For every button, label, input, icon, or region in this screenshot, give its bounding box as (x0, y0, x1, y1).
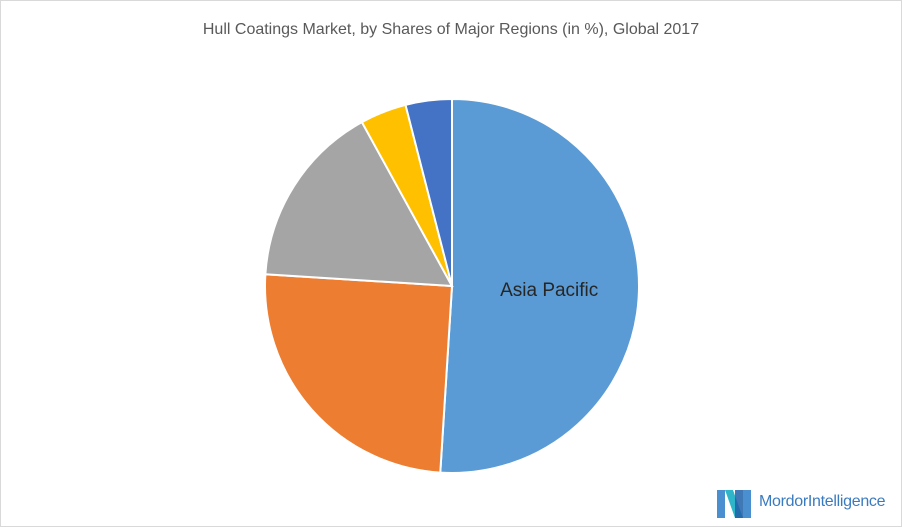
mordor-intelligence-logo: MordorIntelligence (717, 488, 897, 520)
pie-slice-0 (439, 97, 640, 474)
chart-title: Hull Coatings Market, by Shares of Major… (202, 21, 700, 38)
logo-mark-icon (717, 490, 751, 518)
pie-slice-1 (264, 273, 454, 474)
pie-slice-2 (264, 120, 454, 288)
pie-slice-4 (404, 97, 453, 287)
pie-slice-label-0: Asia Pacific (500, 280, 598, 301)
logo-text: MordorIntelligence (759, 493, 886, 510)
